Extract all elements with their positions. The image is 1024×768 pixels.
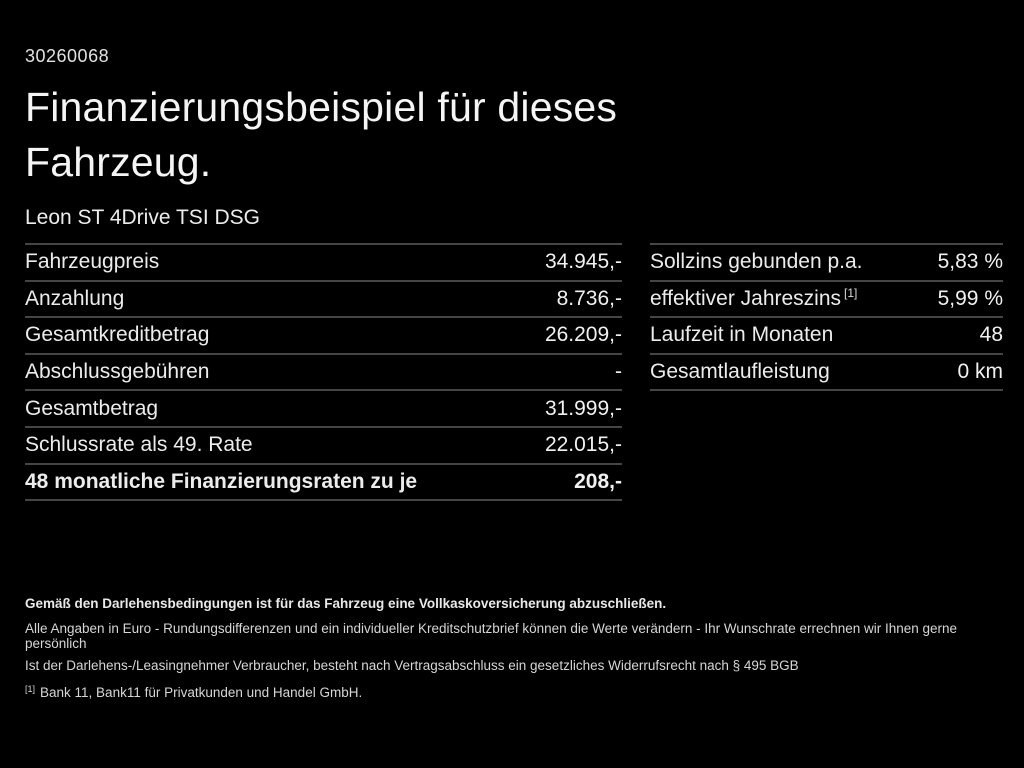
table-row-fahrzeugpreis: Fahrzeugpreis 34.945,- — [25, 243, 622, 280]
row-label: Anzahlung — [25, 286, 125, 310]
page-title-line2: Fahrzeug. — [25, 138, 212, 185]
document-number: 30260068 — [25, 46, 110, 66]
row-value: 31.999,- — [544, 396, 622, 420]
row-label: Sollzins gebunden p.a. — [650, 250, 863, 274]
table-row-gesamtbetrag: Gesamtbetrag 31.999,- — [25, 389, 622, 426]
table-row-gesamtlaufleistung: Gesamtlaufleistung 0 km — [650, 352, 1003, 390]
row-value: 0 km — [957, 360, 1003, 384]
row-value: 8.736,- — [556, 286, 622, 310]
row-value: 5,99 % — [937, 286, 1003, 310]
footnote-marker: [1] — [25, 683, 36, 694]
table-row-effektiver-jahreszins: effektiver Jahreszins [1] 5,99 % — [650, 279, 1003, 317]
table-row-gesamtkreditbetrag: Gesamtkreditbetrag 26.209,- — [25, 316, 622, 353]
row-value: 5,83 % — [937, 250, 1003, 274]
row-value: 26.209,- — [544, 323, 622, 347]
row-value: 48 — [979, 323, 1003, 347]
row-label: Gesamtlaufleistung — [650, 360, 830, 384]
table-row-sollzins: Sollzins gebunden p.a. 5,83 % — [650, 243, 1003, 280]
finance-table: Fahrzeugpreis 34.945,- Anzahlung 8.736,-… — [25, 243, 622, 502]
disclaimer-line-1: Alle Angaben in Euro - Rundungsdifferenz… — [25, 621, 958, 651]
row-label: Gesamtbetrag — [25, 396, 159, 420]
row-value: 34.945,- — [544, 250, 622, 274]
table-row-laufzeit: Laufzeit in Monaten 48 — [650, 316, 1003, 353]
table-row-monatsrate: 48 monatliche Finanzierungsraten zu je 2… — [25, 462, 622, 500]
row-label: 48 monatliche Finanzierungsraten zu je — [25, 469, 418, 493]
row-label: Schlussrate als 49. Rate — [25, 433, 253, 457]
page-title-line1: Finanzierungsbeispiel für dieses — [25, 84, 618, 130]
bank-footnote: [1] Bank 11, Bank11 für Privatkunden und … — [25, 683, 1000, 700]
table-row-schlussrate: Schlussrate als 49. Rate 22.015,- — [25, 425, 622, 463]
row-label: effektiver Jahreszins [1] — [650, 287, 857, 311]
vehicle-model-label: Leon ST 4Drive TSI DSG — [25, 206, 260, 229]
footnote-ref: [1] — [844, 285, 858, 300]
row-value: 22.015,- — [544, 433, 622, 457]
row-label: Gesamtkreditbetrag — [25, 323, 210, 347]
conditions-table: Sollzins gebunden p.a. 5,83 % effektiver… — [650, 243, 1003, 392]
disclaimer-line-2: Ist der Darlehens-/Leasingnehmer Verbrau… — [25, 658, 799, 673]
table-row-anzahlung: Anzahlung 8.736,- — [25, 279, 622, 317]
footnote-text: Bank 11, Bank11 für Privatkunden und Han… — [40, 685, 363, 700]
page-title: Finanzierungsbeispiel für dieses Fahrzeug… — [25, 80, 617, 189]
row-label: Laufzeit in Monaten — [650, 323, 834, 347]
insurance-note: Gemäß den Darlehensbedingungen ist für d… — [25, 596, 667, 611]
row-label: Fahrzeugpreis — [25, 250, 160, 274]
table-row-abschlussgebuehren: Abschlussgebühren - — [25, 352, 622, 390]
row-value: - — [615, 360, 622, 384]
footer-disclaimers: Gemäß den Darlehensbedingungen ist für d… — [25, 596, 1000, 700]
row-label: Abschlussgebühren — [25, 360, 210, 384]
row-value: 208,- — [574, 469, 622, 493]
row-label-text: effektiver Jahreszins — [650, 286, 842, 310]
